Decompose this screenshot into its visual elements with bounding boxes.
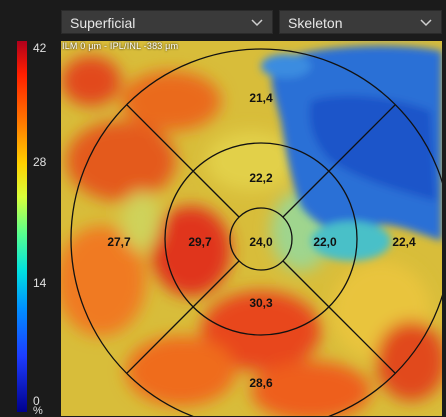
segmentation-header: ILM 0 μm - IPL/INL -383 μm xyxy=(62,41,179,51)
divider-line xyxy=(328,306,396,374)
outer-ring xyxy=(70,48,442,416)
divider-line xyxy=(282,170,330,218)
mode-dropdown[interactable]: Skeleton xyxy=(279,10,442,34)
sector-value-outer-inferior: 28,6 xyxy=(249,376,273,390)
scale-max-label: 42 xyxy=(33,41,47,55)
sector-value-outer-left: 27,7 xyxy=(107,235,131,249)
scale-mid-low-label: 14 xyxy=(33,276,47,290)
sector-value-inner-left: 29,7 xyxy=(188,235,212,249)
heatmap-blobs xyxy=(61,56,442,416)
divider-line xyxy=(126,306,194,374)
color-scale-bar xyxy=(17,41,27,412)
sector-value-inner-superior: 22,2 xyxy=(249,171,273,185)
divider-line xyxy=(192,170,240,218)
sector-value-outer-superior: 21,4 xyxy=(249,91,273,105)
sector-value-center: 24,0 xyxy=(249,235,273,249)
sector-value-outer-right: 22,4 xyxy=(392,235,416,249)
chevron-down-icon xyxy=(420,19,432,27)
divider-line xyxy=(328,104,396,172)
inner-ring xyxy=(164,142,358,336)
central-ring xyxy=(229,207,293,271)
top-toolbar: Superficial Skeleton xyxy=(0,0,446,40)
scale-unit-label: % xyxy=(33,405,43,417)
angiography-map[interactable]: 21,4 22,2 27,7 29,7 24,0 22,0 22,4 30,3 … xyxy=(61,41,442,416)
sector-value-inner-right: 22,0 xyxy=(313,235,337,249)
sector-grid-svg: 21,4 22,2 27,7 29,7 24,0 22,0 22,4 30,3 … xyxy=(61,41,442,416)
sector-value-inner-inferior: 30,3 xyxy=(249,296,273,310)
layer-dropdown[interactable]: Superficial xyxy=(61,10,273,34)
chevron-down-icon xyxy=(251,19,263,27)
layer-dropdown-value: Superficial xyxy=(70,15,136,31)
etdrs-grid xyxy=(70,48,442,416)
mode-dropdown-value: Skeleton xyxy=(288,15,343,31)
scale-min-label: 0 xyxy=(33,394,40,408)
divider-line xyxy=(192,260,240,308)
divider-line xyxy=(126,104,194,172)
scale-mid-high-label: 28 xyxy=(33,155,47,169)
divider-line xyxy=(282,260,330,308)
